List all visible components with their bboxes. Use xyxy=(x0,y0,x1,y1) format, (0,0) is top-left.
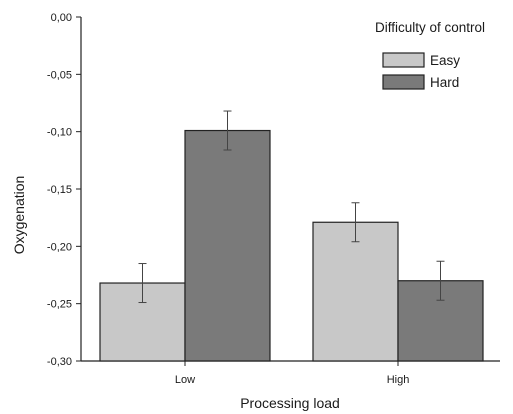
legend-title: Difficulty of control xyxy=(375,20,485,35)
legend: Difficulty of control Easy Hard xyxy=(375,20,485,90)
error-bar xyxy=(351,202,360,243)
x-tick-label: Low xyxy=(175,374,195,386)
error-bar xyxy=(223,110,232,151)
legend-swatch-easy xyxy=(382,52,425,68)
y-tick-label: -0,10 xyxy=(47,127,72,139)
y-tick-label: -0,25 xyxy=(47,299,72,311)
y-axis-ticks: 0,00 -0,05 -0,10 -0,15 -0,20 -0,25 -0,30 xyxy=(47,12,81,368)
error-bars xyxy=(138,110,445,304)
y-tick-label: -0,20 xyxy=(47,241,72,253)
y-tick-label: 0,00 xyxy=(51,12,72,24)
bars xyxy=(99,129,484,362)
y-tick-label: -0,05 xyxy=(47,69,72,81)
bar-easy-high xyxy=(312,221,399,362)
y-axis-title: Oxygenation xyxy=(11,176,27,255)
legend-swatch-hard xyxy=(382,74,425,90)
x-axis-title: Processing load xyxy=(240,395,340,411)
y-tick-label: -0,15 xyxy=(47,184,72,196)
legend-label-easy: Easy xyxy=(430,53,460,68)
y-tick-label: -0,30 xyxy=(47,356,72,368)
x-tick-label: High xyxy=(387,374,410,386)
x-axis-ticks: Low High xyxy=(175,361,409,386)
error-bar xyxy=(436,260,445,301)
error-bar xyxy=(138,263,147,304)
legend-label-hard: Hard xyxy=(430,75,459,90)
bar-hard-low xyxy=(184,129,271,362)
